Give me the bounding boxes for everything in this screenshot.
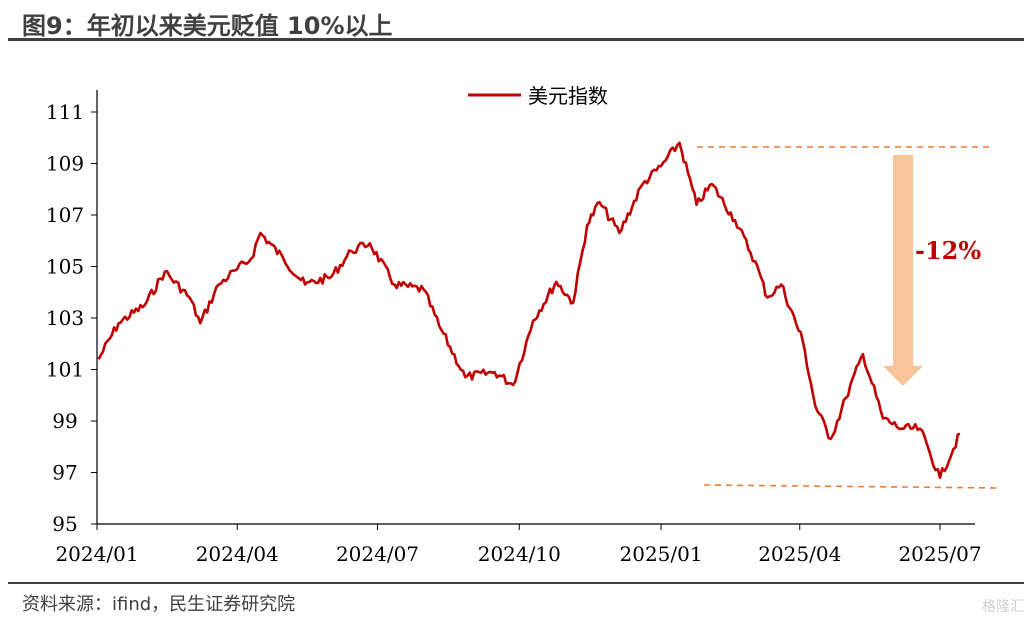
change-label: -12% bbox=[915, 236, 981, 265]
x-tick-label: 2024/04 bbox=[196, 542, 279, 566]
y-tick-label: 111 bbox=[46, 100, 84, 124]
chart-title: 图9：年初以来美元贬值 10%以上 bbox=[22, 12, 393, 40]
source-note: 资料来源：ifind，民生证券研究院 bbox=[22, 594, 296, 615]
low-reference-dashed-line bbox=[703, 484, 1001, 489]
legend-label: 美元指数 bbox=[528, 84, 608, 108]
x-tick-label: 2025/07 bbox=[898, 542, 981, 566]
x-ticks: 2024/01 2024/04 2024/07 2024/10 2025/01 2025/… bbox=[55, 524, 982, 566]
title-divider bbox=[8, 38, 1024, 41]
x-tick-label: 2024/10 bbox=[478, 542, 561, 566]
x-tick-label: 2024/01 bbox=[55, 542, 138, 566]
x-tick-label: 2025/01 bbox=[620, 542, 703, 566]
watermark: 格隆汇 bbox=[982, 599, 1024, 615]
y-tick-label: 95 bbox=[52, 512, 77, 536]
y-tick-label: 103 bbox=[46, 306, 84, 330]
x-tick-label: 2024/07 bbox=[336, 542, 419, 566]
footer-divider bbox=[8, 582, 1024, 584]
y-tick-label: 101 bbox=[46, 358, 84, 382]
y-tick-label: 107 bbox=[46, 203, 84, 227]
y-ticks: 95 97 99 101 103 105 107 109 111 bbox=[46, 100, 97, 536]
down-arrow-icon bbox=[883, 155, 923, 386]
y-tick-label: 105 bbox=[46, 255, 84, 279]
y-tick-label: 99 bbox=[52, 409, 77, 433]
y-tick-label: 97 bbox=[52, 461, 77, 485]
series-line-dxy bbox=[97, 141, 961, 479]
y-tick-label: 109 bbox=[46, 152, 84, 176]
x-tick-label: 2025/04 bbox=[758, 542, 841, 566]
